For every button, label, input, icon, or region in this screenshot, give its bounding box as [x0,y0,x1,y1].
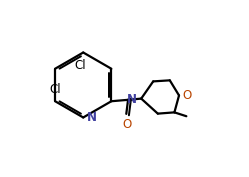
Text: Cl: Cl [49,83,61,96]
Text: N: N [86,111,96,124]
Text: O: O [182,88,191,102]
Text: Cl: Cl [75,59,86,72]
Text: N: N [127,93,137,106]
Text: O: O [122,118,131,131]
